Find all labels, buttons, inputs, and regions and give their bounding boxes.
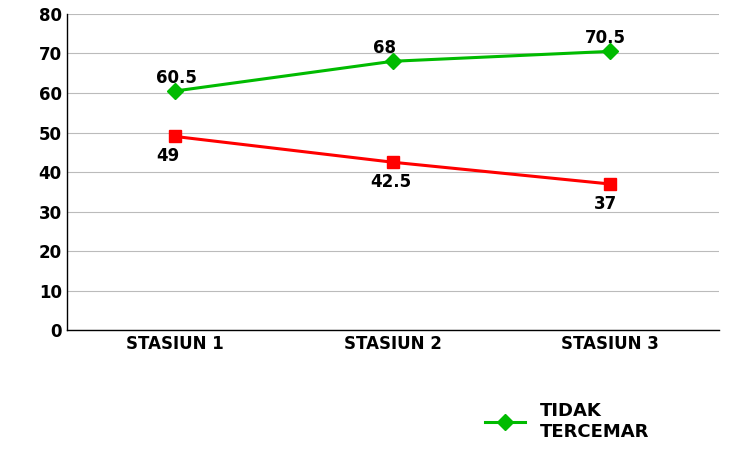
Text: 49: 49 <box>156 147 179 166</box>
Legend: TIDAK
TERCEMAR: TIDAK TERCEMAR <box>480 397 654 446</box>
Text: 37: 37 <box>594 195 617 213</box>
Text: 70.5: 70.5 <box>585 29 626 47</box>
Text: 42.5: 42.5 <box>370 173 412 191</box>
Text: 60.5: 60.5 <box>156 69 197 87</box>
Text: 68: 68 <box>373 39 396 57</box>
